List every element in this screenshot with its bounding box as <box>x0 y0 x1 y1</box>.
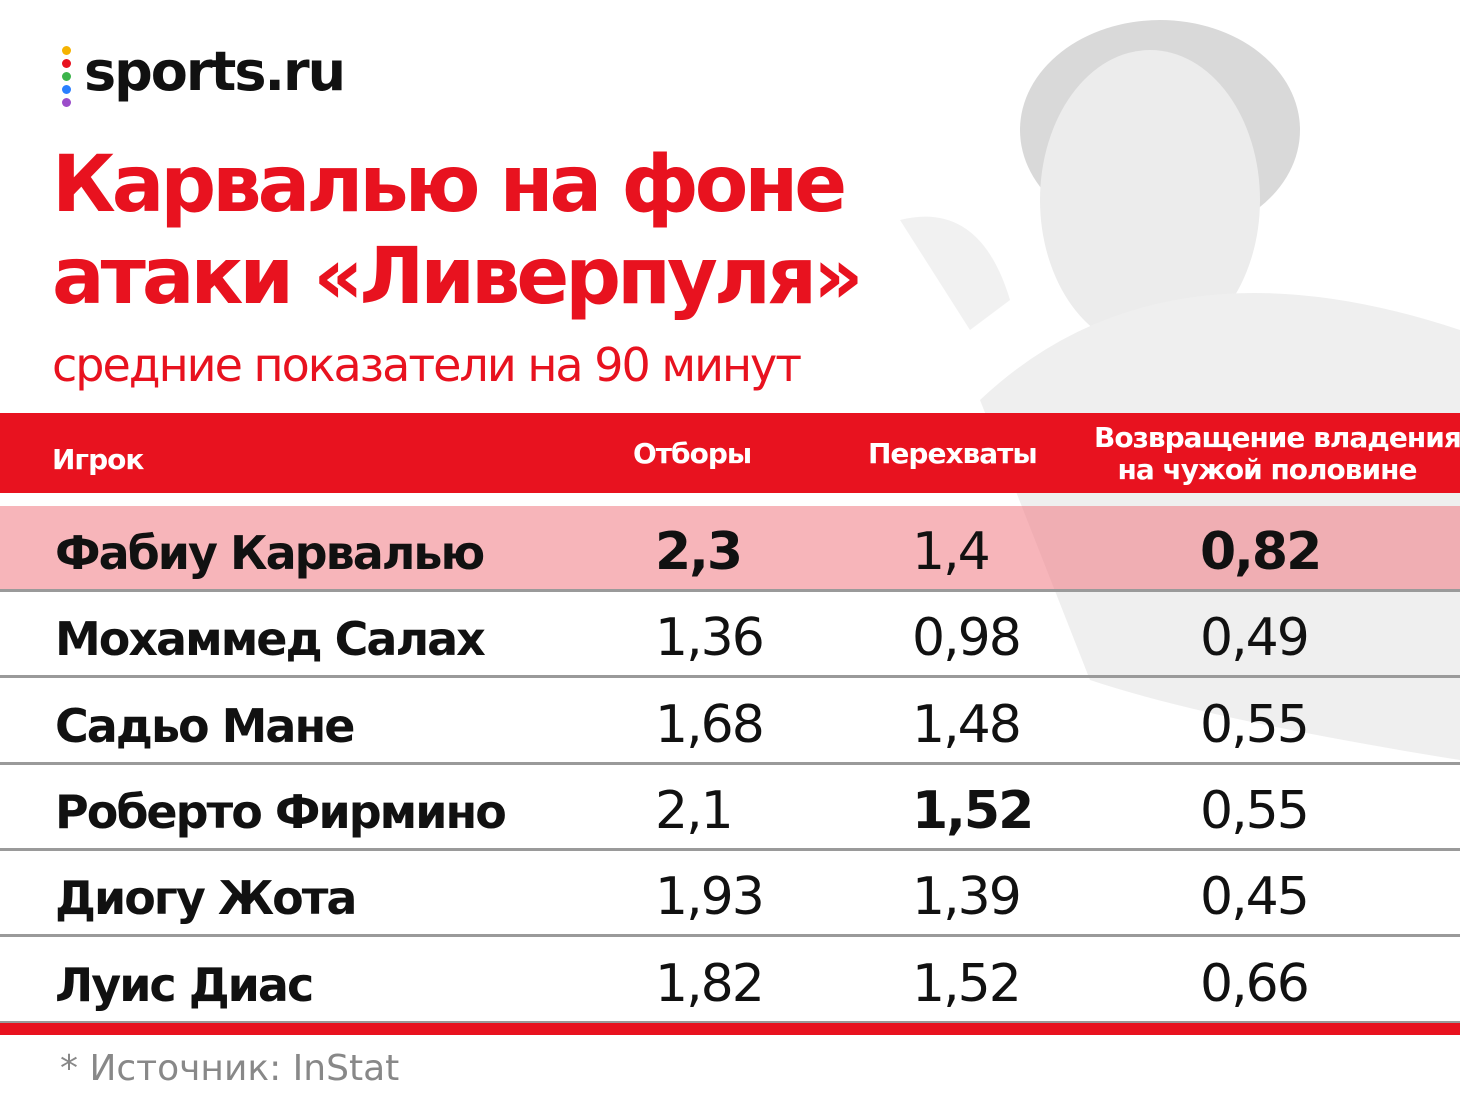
footnote: * Источник: InStat <box>60 1048 400 1089</box>
logo-dot <box>62 59 71 68</box>
logo: sports.ru <box>84 40 346 103</box>
table-header: Игрок Отборы Перехваты Возвращение владе… <box>0 413 1460 493</box>
stat-value: 0,98 <box>912 608 1022 669</box>
table-row: Мохаммед Салах 1,36 0,98 0,49 <box>0 592 1460 679</box>
stat-value: 0,82 <box>1200 522 1322 582</box>
stat-value: 1,36 <box>655 608 765 669</box>
header-cell: Возвращение владения <box>1094 421 1460 454</box>
stat-value: 0,55 <box>1200 694 1310 755</box>
header-cell: на чужой половине <box>1117 453 1418 486</box>
player-name: Фабиу Карвалью <box>55 526 485 580</box>
player-name: Садьо Мане <box>55 698 355 753</box>
title: Карвалью на фоне <box>52 140 847 230</box>
logo-dot <box>62 85 71 94</box>
stat-value: 1,82 <box>655 953 765 1014</box>
stat-value: 0,45 <box>1200 867 1310 928</box>
player-name: Мохаммед Салах <box>55 612 486 667</box>
stat-value: 1,52 <box>912 953 1022 1014</box>
header-cell: Перехваты <box>868 437 1038 470</box>
header-cell: Игрок <box>52 443 144 476</box>
logo-dot <box>62 72 71 81</box>
player-name: Роберто Фирмино <box>55 784 507 839</box>
stat-value: 2,1 <box>655 780 734 841</box>
logo-dot <box>62 98 71 107</box>
table-bottom-rule <box>0 1023 1460 1035</box>
table-row: Диогу Жота 1,93 1,39 0,45 <box>0 851 1460 938</box>
logo-dot <box>62 46 71 55</box>
player-name: Луис Диас <box>55 957 314 1012</box>
stat-value: 2,3 <box>655 522 743 582</box>
stat-value: 1,48 <box>912 694 1022 755</box>
stat-value: 0,49 <box>1200 608 1310 669</box>
table-row: Роберто Фирмино 2,1 1,52 0,55 <box>0 765 1460 851</box>
stat-value: 0,55 <box>1200 780 1310 841</box>
header-cell: Отборы <box>633 437 752 470</box>
stat-value: 1,68 <box>655 694 765 755</box>
table-row: Луис Диас 1,82 1,52 0,66 <box>0 938 1460 1024</box>
stat-value: 0,66 <box>1200 953 1310 1014</box>
table-row: Садьо Мане 1,68 1,48 0,55 <box>0 679 1460 765</box>
player-name: Диогу Жота <box>55 871 357 926</box>
stat-value: 1,93 <box>655 867 765 928</box>
stat-value: 1,39 <box>912 867 1022 928</box>
stat-value: 1,52 <box>912 780 1034 841</box>
title: атаки «Ливерпуля» <box>52 232 863 322</box>
stat-value: 1,4 <box>912 522 991 582</box>
table-row: Фабиу Карвалью 2,3 1,4 0,82 <box>0 506 1460 592</box>
subtitle: средние показатели на 90 минут <box>52 338 802 392</box>
